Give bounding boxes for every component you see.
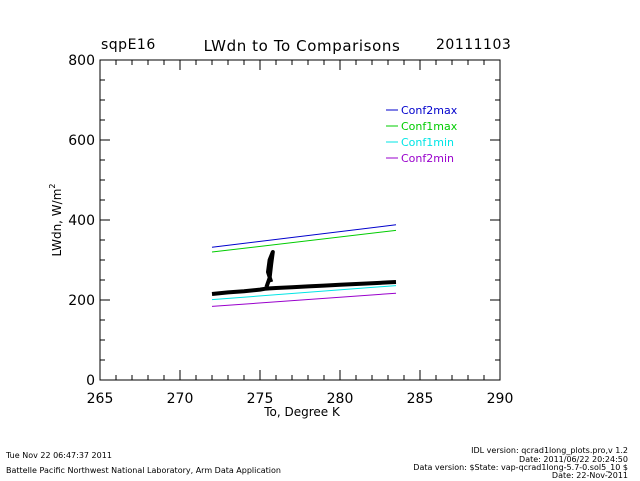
legend-label: Conf2max — [401, 104, 458, 117]
x-tick-label: 280 — [327, 391, 354, 407]
axis-tick-labels: 265 270 275 280 285 290 0 200 400 600 800 — [68, 53, 513, 407]
x-axis-label: To, Degree K — [263, 405, 341, 419]
y-tick-label: 400 — [68, 213, 95, 229]
x-tick-label: 285 — [407, 391, 434, 407]
y-tick-label: 200 — [68, 293, 95, 309]
y-axis-label-superscript: 2 — [48, 184, 57, 189]
date-label: 20111103 — [436, 37, 512, 53]
footer-idl-version: IDL version: qcrad1long_plots.pro,v 1.2 — [471, 446, 628, 455]
x-tick-label: 265 — [87, 391, 114, 407]
series-line-conf2min — [211, 292, 397, 307]
observed-spike — [264, 250, 275, 288]
footer-organization: Battelle Pacific Northwest National Labo… — [6, 466, 281, 475]
footer-data-date: Date: 22-Nov-2011 — [551, 471, 628, 480]
legend-label: Conf1min — [401, 136, 454, 149]
series-line-conf1max — [211, 229, 397, 253]
chart-title: LWdn to To Comparisons — [204, 37, 401, 55]
svg-text:LWdn, W/m2: LWdn, W/m2 — [48, 184, 64, 257]
y-axis-label: LWdn, W/m2 — [48, 184, 64, 257]
y-tick-label: 800 — [68, 53, 95, 69]
site-label: sqpE16 — [101, 37, 156, 53]
legend-label: Conf2min — [401, 152, 454, 165]
footer-idl-date: Date: 2011/06/22 20:24:50 — [519, 455, 628, 464]
legend-label: Conf1max — [401, 120, 458, 133]
x-tick-label: 275 — [247, 391, 274, 407]
series-line-conf1min — [211, 285, 397, 301]
footer-data-version: Data version: $State: vap-qcrad1long-5.7… — [413, 463, 628, 472]
x-tick-label: 290 — [487, 391, 514, 407]
y-tick-label: 0 — [86, 373, 95, 389]
axis-ticks — [99, 59, 501, 381]
y-tick-label: 600 — [68, 133, 95, 149]
series-lines — [211, 224, 397, 307]
series-line-conf2max — [211, 224, 397, 248]
observed-line — [211, 280, 397, 296]
y-axis-label-text: LWdn, W/m — [50, 189, 64, 257]
legend: Conf2max Conf1max Conf1min Conf2min — [386, 104, 458, 165]
x-tick-label: 270 — [167, 391, 194, 407]
footer-timestamp: Tue Nov 22 06:47:37 2011 — [6, 451, 112, 460]
